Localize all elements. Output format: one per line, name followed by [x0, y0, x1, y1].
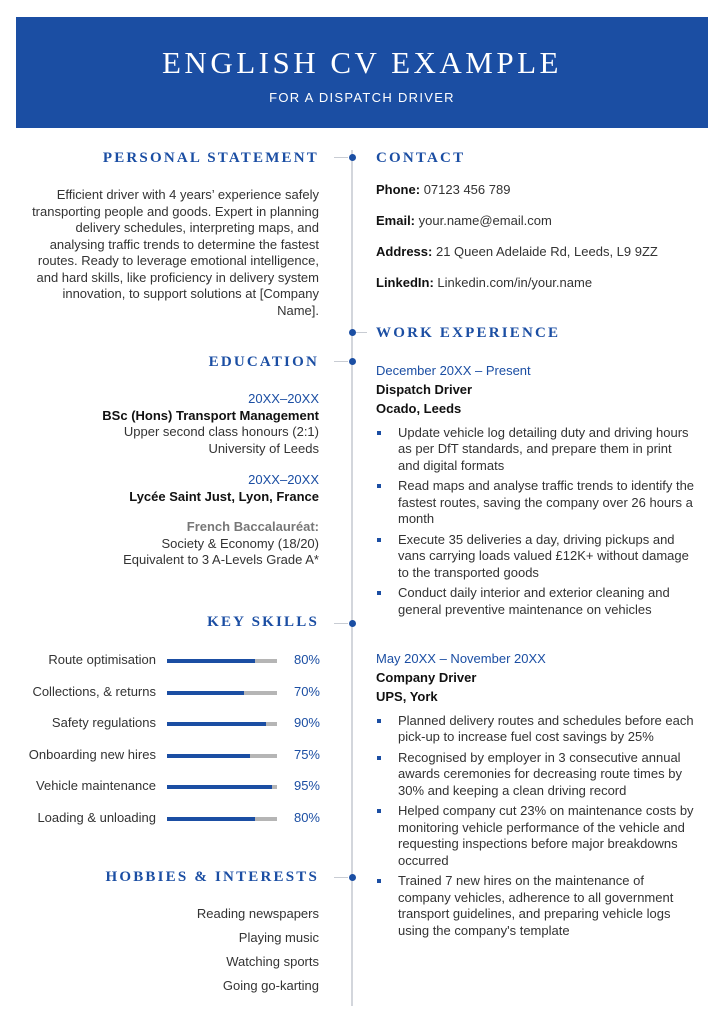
- education-qualification: French Baccalauréat:: [186, 519, 319, 534]
- skill-row: Route optimisation 80%: [0, 652, 330, 672]
- hobby-item: Going go-karting: [222, 978, 319, 993]
- skill-bar-track: [167, 785, 277, 790]
- education-degree: BSc (Hons) Transport Management: [102, 407, 319, 423]
- timeline-dot: [348, 154, 356, 161]
- education-school: Lycée Saint Just, Lyon, France: [129, 488, 319, 504]
- skill-bar-track: [167, 722, 277, 727]
- job-dates: December 20XX – Present: [376, 363, 531, 378]
- work-experience-heading: WORK EXPERIENCE: [376, 325, 561, 341]
- skill-bar-fill: [167, 753, 250, 758]
- skill-bar-fill: [167, 722, 266, 727]
- job-dates: May 20XX – November 20XX: [376, 651, 546, 666]
- skill-label: Collections, & returns: [32, 683, 156, 699]
- job-bullet: Read maps and analyse traffic trends to …: [376, 478, 696, 528]
- job-bullet: Helped company cut 23% on maintenance co…: [376, 803, 696, 869]
- skill-label: Loading & unloading: [37, 810, 156, 825]
- hobbies-list: Reading newspapers Playing music Watchin…: [19, 902, 319, 998]
- timeline-dot: [348, 358, 356, 365]
- job-title: Company Driver: [376, 669, 477, 685]
- personal-statement-heading: PERSONAL STATEMENT: [102, 150, 319, 166]
- skill-label: Vehicle maintenance: [36, 778, 156, 794]
- education-dates: 20XX–20XX: [248, 391, 319, 406]
- key-skills-heading: KEY SKILLS: [207, 614, 319, 630]
- timeline-dot: [348, 620, 356, 627]
- timeline-tick: [334, 623, 348, 624]
- contact-address: Address: 21 Queen Adelaide Rd, Leeds, L9…: [376, 244, 658, 259]
- hobbies-heading: HOBBIES & INTERESTS: [105, 869, 319, 885]
- contact-email[interactable]: Email: your.name@email.com: [376, 213, 552, 228]
- education-item: 20XX–20XX BSc (Hons) Transport Managemen…: [19, 391, 319, 569]
- skill-bar-fill: [167, 690, 244, 695]
- skill-bar-fill: [167, 817, 255, 821]
- job-company: UPS, York: [376, 688, 438, 704]
- job-bullet: Conduct daily interior and exterior clea…: [376, 585, 696, 618]
- job-bullets: Planned delivery routes and schedules be…: [376, 713, 696, 940]
- education-detail: Equivalent to 3 A-Levels Grade A*: [123, 552, 319, 567]
- job-bullet: Planned delivery routes and schedules be…: [376, 713, 696, 746]
- contact-phone: Phone: 07123 456 789: [376, 182, 511, 197]
- skill-percent: 80%: [293, 810, 320, 825]
- skill-row: Loading & unloading 80%: [0, 810, 330, 830]
- contact-linkedin[interactable]: LinkedIn: Linkedin.com/in/your.name: [376, 275, 593, 290]
- skill-bar-track: [167, 817, 277, 821]
- skill-percent: 90%: [293, 715, 320, 731]
- skill-percent: 95%: [293, 778, 320, 794]
- skill-bar-fill: [167, 785, 272, 790]
- skill-bar-track: [167, 690, 277, 695]
- skill-percent: 70%: [293, 683, 320, 699]
- hobby-item: Watching sports: [226, 954, 319, 969]
- skill-label: Safety regulations: [51, 715, 156, 731]
- skill-row: Collections, & returns 70%: [0, 684, 330, 704]
- skill-percent: 75%: [293, 746, 320, 762]
- job-bullet: Recognised by employer in 3 consecutive …: [376, 750, 696, 800]
- job-title: Dispatch Driver: [376, 381, 473, 397]
- contact-list: Phone: 07123 456 789 Email: your.name@em…: [376, 182, 696, 306]
- contact-heading: CONTACT: [376, 150, 466, 166]
- timeline-tick: [353, 332, 367, 333]
- skill-percent: 80%: [293, 652, 320, 667]
- job-entry: December 20XX – Present Dispatch Driver …: [376, 363, 696, 622]
- timeline-dot: [348, 329, 356, 336]
- job-bullets: Update vehicle log detailing duty and dr…: [376, 425, 696, 619]
- job-bullet: Trained 7 new hires on the maintenance o…: [376, 873, 696, 939]
- education-heading: EDUCATION: [208, 354, 319, 370]
- hobby-item: Playing music: [238, 930, 319, 945]
- timeline-tick: [334, 361, 348, 362]
- job-entry: May 20XX – November 20XX Company Driver …: [376, 651, 696, 943]
- skill-row: Vehicle maintenance 95%: [0, 778, 330, 798]
- timeline-tick: [334, 877, 348, 878]
- timeline-line: [351, 150, 353, 1006]
- job-company: Ocado, Leeds: [376, 400, 462, 416]
- personal-statement-text: Efficient driver with 4 years’ experienc…: [32, 187, 319, 318]
- skill-bar-track: [167, 659, 277, 663]
- skill-row: Onboarding new hires 75%: [0, 747, 330, 767]
- timeline-dot: [348, 874, 356, 881]
- timeline-tick: [334, 157, 348, 158]
- education-dates: 20XX–20XX: [248, 472, 319, 487]
- skill-label: Route optimisation: [48, 652, 156, 667]
- skill-label: Onboarding new hires: [28, 746, 156, 762]
- education-detail: Society & Economy (18/20): [161, 535, 319, 551]
- cv-title: ENGLISH CV EXAMPLE: [162, 45, 562, 80]
- education-school: University of Leeds: [208, 440, 319, 456]
- skill-bar-fill: [167, 659, 255, 663]
- job-bullet: Execute 35 deliveries a day, driving pic…: [376, 532, 696, 582]
- cv-header: ENGLISH CV EXAMPLE FOR A DISPATCH DRIVER: [16, 17, 708, 128]
- hobby-item: Reading newspapers: [196, 906, 319, 921]
- education-detail: Upper second class honours (2:1): [123, 424, 319, 439]
- skill-row: Safety regulations 90%: [0, 715, 330, 735]
- skill-bar-track: [167, 753, 277, 758]
- cv-subtitle: FOR A DISPATCH DRIVER: [269, 90, 455, 105]
- job-bullet: Update vehicle log detailing duty and dr…: [376, 425, 696, 475]
